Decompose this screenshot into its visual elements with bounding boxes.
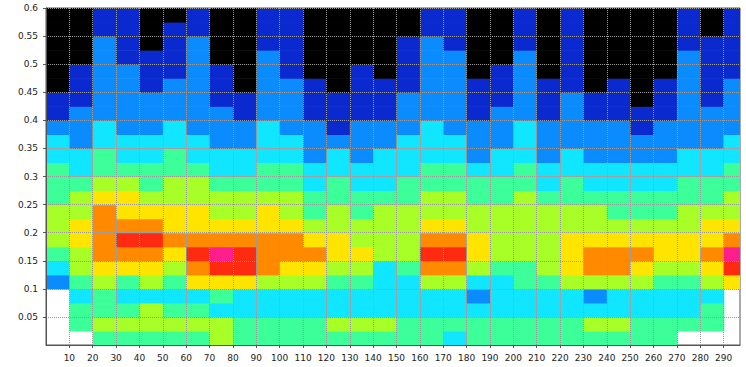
svg-text:290: 290 — [715, 353, 732, 363]
svg-text:80: 80 — [227, 353, 239, 363]
svg-text:0.6: 0.6 — [24, 3, 39, 13]
svg-text:50: 50 — [157, 353, 169, 363]
svg-text:130: 130 — [341, 353, 358, 363]
svg-text:210: 210 — [528, 353, 545, 363]
svg-text:140: 140 — [365, 353, 382, 363]
svg-text:230: 230 — [575, 353, 592, 363]
svg-text:190: 190 — [481, 353, 498, 363]
svg-text:280: 280 — [692, 353, 709, 363]
svg-text:0.1: 0.1 — [24, 284, 38, 294]
svg-text:100: 100 — [271, 353, 288, 363]
svg-text:10: 10 — [64, 353, 76, 363]
svg-text:0.25: 0.25 — [18, 200, 38, 210]
svg-text:70: 70 — [204, 353, 216, 363]
svg-text:0.05: 0.05 — [18, 312, 38, 322]
svg-text:150: 150 — [388, 353, 405, 363]
svg-text:170: 170 — [435, 353, 452, 363]
svg-text:120: 120 — [318, 353, 335, 363]
svg-text:0.3: 0.3 — [24, 172, 38, 182]
svg-text:0.5: 0.5 — [24, 59, 38, 69]
svg-text:180: 180 — [458, 353, 475, 363]
svg-text:260: 260 — [645, 353, 662, 363]
svg-text:240: 240 — [598, 353, 615, 363]
svg-text:200: 200 — [505, 353, 522, 363]
svg-text:110: 110 — [294, 353, 311, 363]
svg-text:30: 30 — [110, 353, 122, 363]
svg-text:220: 220 — [551, 353, 568, 363]
svg-text:40: 40 — [134, 353, 146, 363]
svg-text:90: 90 — [251, 353, 263, 363]
svg-text:20: 20 — [87, 353, 99, 363]
svg-text:160: 160 — [411, 353, 428, 363]
svg-text:0.55: 0.55 — [18, 31, 38, 41]
svg-text:0.15: 0.15 — [18, 256, 38, 266]
svg-text:0.4: 0.4 — [24, 115, 39, 125]
svg-text:60: 60 — [180, 353, 192, 363]
svg-text:250: 250 — [622, 353, 639, 363]
svg-text:0.35: 0.35 — [18, 143, 38, 153]
svg-text:270: 270 — [668, 353, 685, 363]
svg-text:0.45: 0.45 — [18, 87, 38, 97]
svg-text:0.2: 0.2 — [24, 228, 38, 238]
